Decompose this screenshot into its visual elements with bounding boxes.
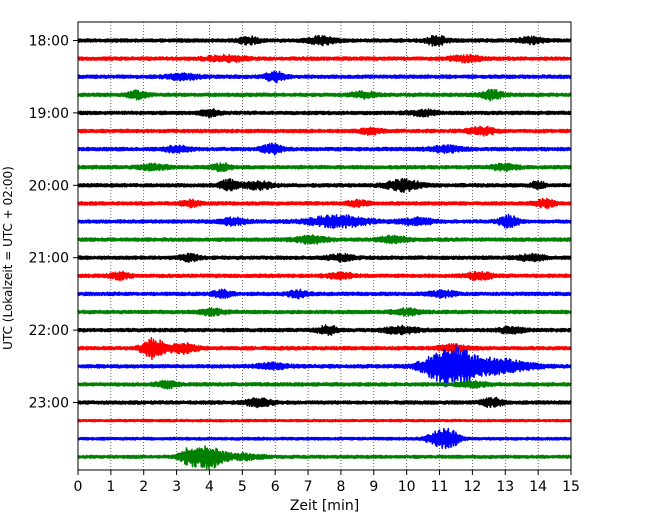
seismic-trace-2100 — [77, 252, 572, 263]
seismic-trace-1815 — [77, 53, 572, 64]
x-tick-label: 10 — [398, 479, 416, 495]
y-tick-label: 19:00 — [29, 106, 69, 122]
seismic-trace-1800 — [77, 34, 572, 47]
seismic-trace-2245 — [77, 379, 572, 390]
x-tick-label: 3 — [172, 479, 181, 495]
x-tick-label: 11 — [431, 479, 449, 495]
x-tick-label: 0 — [74, 479, 83, 495]
x-axis-title: Zeit [min] — [290, 498, 359, 514]
y-tick-label: 22:00 — [29, 323, 69, 339]
seismic-trace-2345 — [77, 445, 572, 470]
seismic-trace-2015 — [77, 197, 572, 209]
seismic-trace-1900 — [77, 108, 572, 119]
seismic-trace-2315 — [77, 418, 572, 423]
x-axis-ticks: 0 1 2 3 4 5 6 7 8 9 10 11 12 13 14 15 — [74, 470, 580, 495]
x-tick-label: 12 — [463, 479, 481, 495]
seismic-trace-1915 — [77, 125, 572, 137]
seismic-trace-2300 — [77, 396, 572, 409]
y-axis-ticks: 18:00 19:00 20:00 21:00 22:00 23:00 — [29, 34, 78, 412]
seismic-trace-2215 — [77, 336, 572, 361]
x-tick-label: 8 — [336, 479, 345, 495]
y-tick-label: 18:00 — [29, 34, 69, 50]
x-tick-label: 1 — [106, 479, 115, 495]
seismic-traces — [77, 34, 572, 470]
x-tick-label: 15 — [562, 479, 580, 495]
x-tick-label: 14 — [529, 479, 547, 495]
seismic-trace-2045 — [77, 234, 572, 245]
seismic-trace-2115 — [77, 270, 572, 282]
x-tick-label: 4 — [205, 479, 214, 495]
plot-frame — [77, 21, 572, 471]
seismic-trace-2130 — [77, 288, 572, 300]
x-tick-label: 13 — [496, 479, 514, 495]
x-tick-label: 9 — [369, 479, 378, 495]
seismic-trace-2330 — [77, 427, 572, 450]
x-tick-label: 5 — [238, 479, 247, 495]
seismic-trace-2230 — [77, 344, 572, 388]
y-tick-label: 21:00 — [29, 251, 69, 267]
seismic-trace-2200 — [77, 324, 572, 336]
seismic-trace-2145 — [77, 307, 572, 317]
y-axis-title: UTC (Lokalzeit = UTC + 02:00) — [1, 166, 15, 350]
seismic-trace-2000 — [77, 177, 572, 193]
y-tick-label: 20:00 — [29, 178, 69, 194]
seismic-trace-1845 — [77, 88, 572, 102]
seismic-trace-1945 — [77, 162, 572, 173]
seismic-trace-1930 — [77, 142, 572, 156]
x-tick-label: 7 — [304, 479, 313, 495]
x-tick-label: 6 — [271, 479, 280, 495]
x-tick-label: 2 — [139, 479, 148, 495]
seismic-trace-2030 — [77, 213, 572, 229]
y-tick-label: 23:00 — [29, 396, 69, 412]
seismic-trace-1830 — [77, 70, 572, 84]
